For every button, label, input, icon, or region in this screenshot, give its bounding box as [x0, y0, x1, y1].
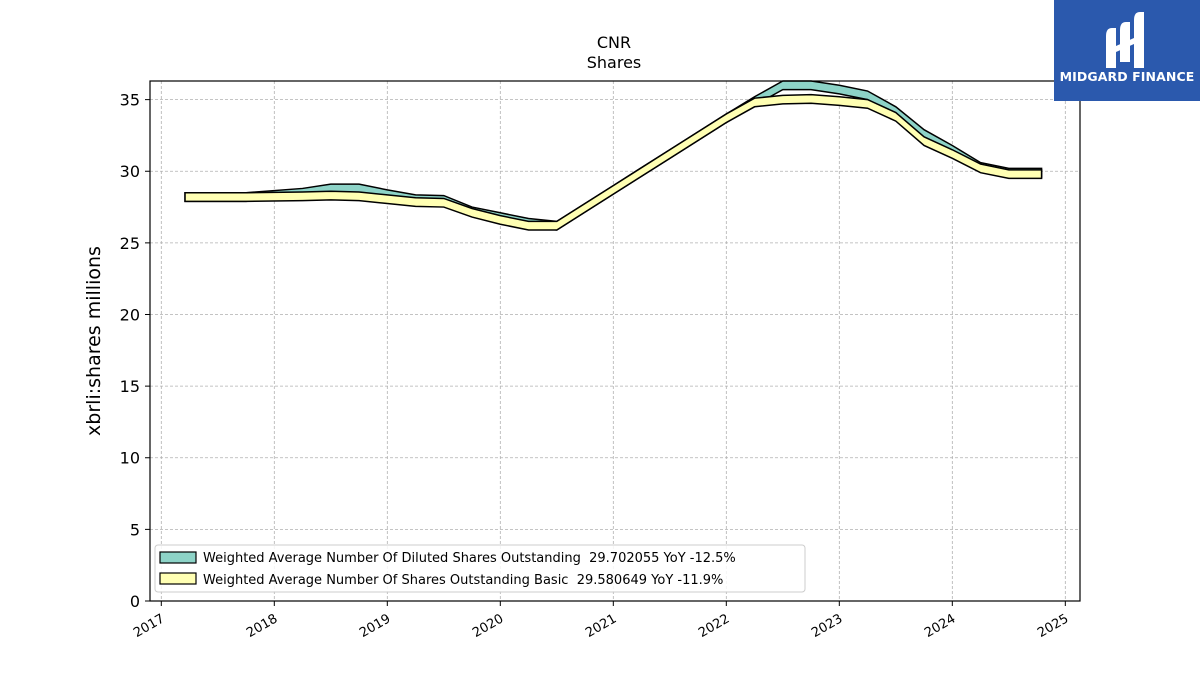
x-tick-label: 2017	[131, 611, 167, 641]
x-tick-label: 2019	[357, 611, 393, 641]
x-tick-label: 2024	[922, 611, 958, 641]
y-tick-label: 10	[120, 449, 140, 468]
y-axis-label: xbrli:shares millions	[83, 246, 105, 436]
legend: Weighted Average Number Of Diluted Share…	[154, 544, 806, 593]
legend-swatch-diluted	[159, 551, 197, 564]
x-tick-label: 2023	[809, 611, 845, 641]
y-tick-label: 25	[120, 234, 140, 253]
x-tick-label: 2025	[1035, 611, 1071, 641]
x-tick-label: 2020	[470, 611, 506, 641]
series-band-basic	[184, 93, 1043, 231]
plot-frame	[149, 80, 1081, 602]
chart-subtitle: Shares	[587, 53, 642, 72]
y-tick-label: 20	[120, 305, 140, 324]
y-tick-label: 15	[120, 377, 140, 396]
y-tick-label: 5	[130, 520, 140, 539]
grid	[150, 81, 1080, 602]
y-tick-label: 35	[120, 91, 140, 110]
series-layer	[184, 80, 1043, 231]
y-tick-label: 30	[120, 162, 140, 181]
legend-swatch-basic	[159, 572, 197, 585]
x-tick-label: 2022	[696, 611, 732, 641]
legend-box	[154, 544, 806, 593]
legend-label-basic: Weighted Average Number Of Shares Outsta…	[203, 573, 723, 588]
x-tick-label: 2021	[583, 611, 619, 641]
logo-mark-icon	[1106, 12, 1144, 68]
midgard-finance-logo: MIDGARD FINANCE	[1054, 0, 1200, 101]
chart-title: CNR	[597, 33, 631, 52]
legend-label-diluted: Weighted Average Number Of Diluted Share…	[203, 551, 736, 566]
logo-text: MIDGARD FINANCE	[1059, 69, 1195, 84]
y-tick-label: 0	[130, 592, 140, 611]
x-tick-label: 2018	[244, 611, 280, 641]
